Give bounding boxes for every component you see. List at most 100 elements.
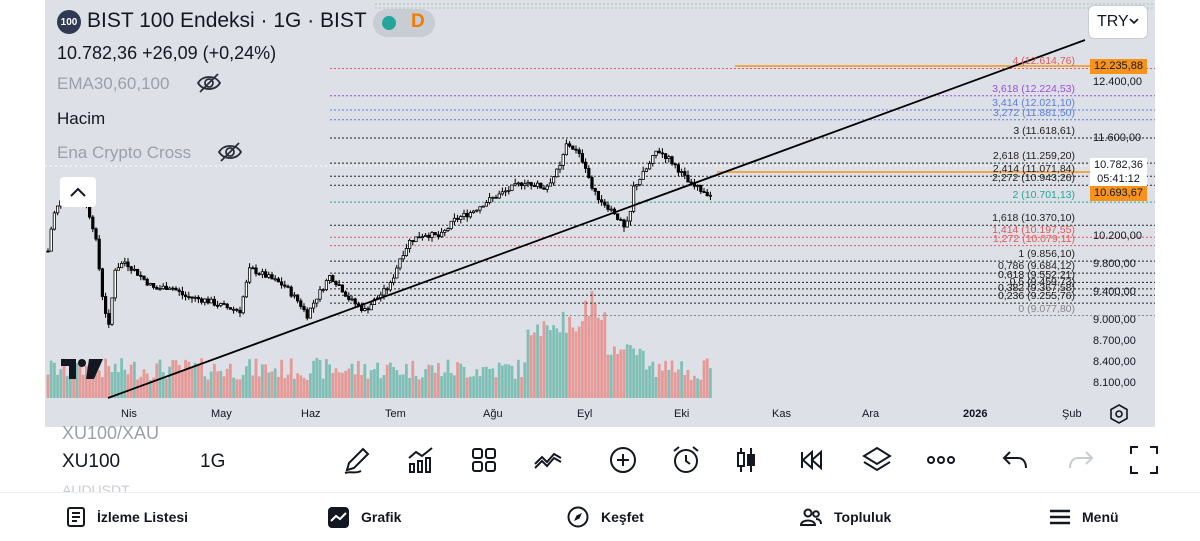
candle-body xyxy=(164,285,168,290)
candles-icon[interactable] xyxy=(730,444,762,476)
candle-body xyxy=(500,191,505,195)
symbol-next[interactable]: AUDUSDT xyxy=(62,482,130,492)
volume-bar xyxy=(139,376,143,398)
volume-bar xyxy=(187,361,191,398)
time-axis-label: Ağu xyxy=(483,408,503,420)
collapse-legend-button[interactable] xyxy=(60,177,96,207)
candle-body xyxy=(196,296,200,300)
ema-indicator-label[interactable]: EMA30,60,100 xyxy=(57,74,170,93)
volume-bar xyxy=(661,370,664,398)
volume-bar xyxy=(638,348,642,398)
candle-body xyxy=(391,277,396,283)
bottom-nav: İzleme Listesi Grafik Keşfet Topluluk Me… xyxy=(0,492,1200,541)
nav-community[interactable]: Topluluk xyxy=(800,493,891,541)
candle-body xyxy=(564,143,569,156)
add-icon[interactable] xyxy=(607,444,639,476)
volume-bar xyxy=(443,372,447,398)
volume-bar xyxy=(222,376,226,398)
volume-bar xyxy=(414,375,418,398)
volume-bar xyxy=(171,360,175,398)
volume-bar xyxy=(350,363,354,398)
more-icon[interactable] xyxy=(925,444,957,476)
hide-eye-icon[interactable] xyxy=(196,71,222,95)
volume-bar xyxy=(270,371,274,398)
undo-icon[interactable] xyxy=(1000,444,1032,476)
fib-level-label: 1 (9.856,10) xyxy=(1018,248,1075,261)
volume-bar xyxy=(488,368,491,398)
candle-body xyxy=(436,234,441,238)
volume-bar xyxy=(616,354,619,398)
layers-icon[interactable] xyxy=(861,444,893,476)
nav-chart[interactable]: Grafik xyxy=(328,493,401,541)
volume-indicator-label[interactable]: Hacim xyxy=(57,109,106,128)
compare-icon[interactable] xyxy=(532,444,564,476)
candle-body xyxy=(267,274,271,278)
candle-body xyxy=(276,278,280,283)
currency-select[interactable]: TRY xyxy=(1088,5,1148,39)
nav-watchlist[interactable]: İzleme Listesi xyxy=(67,493,188,541)
price-chart[interactable] xyxy=(45,0,1155,427)
volume-bar xyxy=(446,359,450,398)
price-axis-label: 12.400,00 xyxy=(1093,76,1142,89)
volume-bar xyxy=(456,362,459,398)
fib-level-label: 2,272 (10.943,26) xyxy=(992,172,1075,185)
candle-body xyxy=(644,168,649,172)
indicators-icon[interactable] xyxy=(405,444,437,476)
volume-bar xyxy=(251,375,255,398)
volume-bar xyxy=(46,374,50,398)
volume-bar xyxy=(673,372,677,398)
time-axis-label: Haz xyxy=(301,408,321,420)
axis-settings-icon[interactable] xyxy=(1109,404,1129,424)
volume-bar xyxy=(600,319,603,398)
candle-body xyxy=(347,295,351,300)
volume-bar xyxy=(648,365,651,398)
layouts-grid-icon[interactable] xyxy=(468,444,500,476)
price-axis-label: 9.000,00 xyxy=(1093,313,1136,326)
volume-bar xyxy=(94,369,98,398)
trend-line[interactable] xyxy=(107,39,1086,399)
compass-icon xyxy=(567,506,589,528)
symbol-prev[interactable]: XU100/XAU xyxy=(62,423,160,443)
candle-body xyxy=(443,230,447,233)
nav-explore[interactable]: Keşfet xyxy=(567,493,644,541)
candle-body xyxy=(478,206,482,211)
ena-indicator-label[interactable]: Ena Crypto Cross xyxy=(57,143,192,162)
candle-body xyxy=(327,275,332,281)
volume-bar xyxy=(510,365,514,398)
volume-bar xyxy=(53,362,56,398)
volume-bar xyxy=(411,360,415,398)
pencil-icon[interactable] xyxy=(341,444,373,476)
volume-bar xyxy=(453,375,456,398)
fib-level-label: 1,618 (10.370,10) xyxy=(992,212,1075,225)
volume-bar xyxy=(462,366,466,398)
nav-menu[interactable]: Menü xyxy=(1050,493,1119,541)
candle-body xyxy=(568,143,572,147)
candle-body xyxy=(129,266,133,271)
candle-body xyxy=(580,153,585,163)
volume-bar xyxy=(200,358,203,398)
candle-body xyxy=(622,219,626,228)
volume-bar xyxy=(587,315,591,398)
redo-icon[interactable] xyxy=(1064,444,1096,476)
volume-bar xyxy=(533,332,536,398)
candle-body xyxy=(158,288,162,291)
volume-bar xyxy=(149,379,152,398)
candle-body xyxy=(363,308,367,311)
symbol-current[interactable]: XU100 xyxy=(62,451,121,472)
market-status-pill[interactable]: D xyxy=(373,9,435,37)
volume-bar xyxy=(101,377,104,398)
fib-level-label: 2,414 (11.071,84) xyxy=(992,163,1075,176)
candle-body xyxy=(526,182,530,185)
candle-body xyxy=(222,303,226,305)
replay-icon[interactable] xyxy=(797,444,829,476)
volume-bar xyxy=(619,349,623,398)
symbol-title[interactable]: BIST 100 Endeksi · 1G · BIST xyxy=(87,9,367,32)
price-axis-label: 9.800,00 xyxy=(1093,258,1136,271)
candle-body xyxy=(689,181,693,184)
candle-body xyxy=(142,275,146,280)
hide-eye-icon[interactable] xyxy=(217,140,243,164)
alarm-icon[interactable] xyxy=(670,444,702,476)
fullscreen-icon[interactable] xyxy=(1128,444,1160,476)
chart-panel[interactable]: 4 (12.614,76) 3,618 (12.224,53) 3,414 (12.… xyxy=(45,0,1155,427)
interval-select[interactable]: 1G xyxy=(200,451,226,472)
